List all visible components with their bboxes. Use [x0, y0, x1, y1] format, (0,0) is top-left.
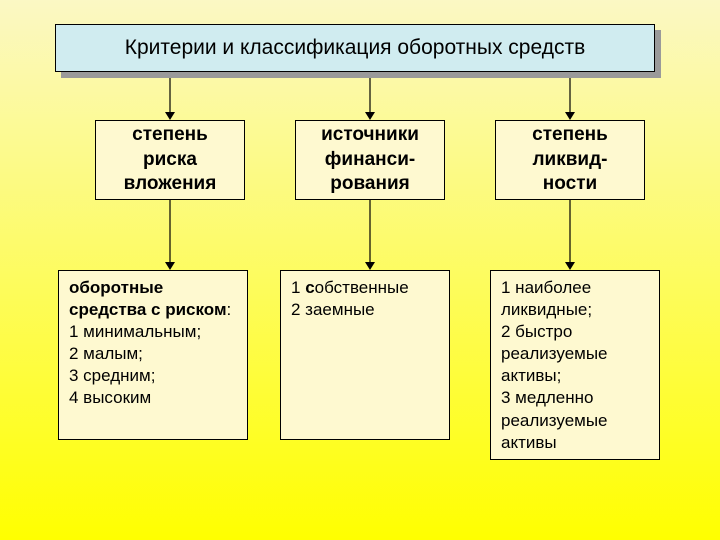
title-box: Критерии и классификация оборотных средс… [55, 24, 655, 72]
detail-box-financing: 1 собственные2 заемные [280, 270, 450, 440]
detail-box-risk: оборотные средства с риском:1 минимальны… [58, 270, 248, 440]
diagram-canvas: Критерии и классификация оборотных средс… [0, 0, 720, 540]
criterion-box-financing: источникифинанси-рования [295, 120, 445, 200]
criterion-box-risk: степеньрискавложения [95, 120, 245, 200]
criterion-box-liquidity: степеньликвид-ности [495, 120, 645, 200]
title-text: Критерии и классификация оборотных средс… [125, 34, 585, 61]
detail-box-liquidity: 1 наиболее ликвидные;2 быстро реализуемы… [490, 270, 660, 460]
